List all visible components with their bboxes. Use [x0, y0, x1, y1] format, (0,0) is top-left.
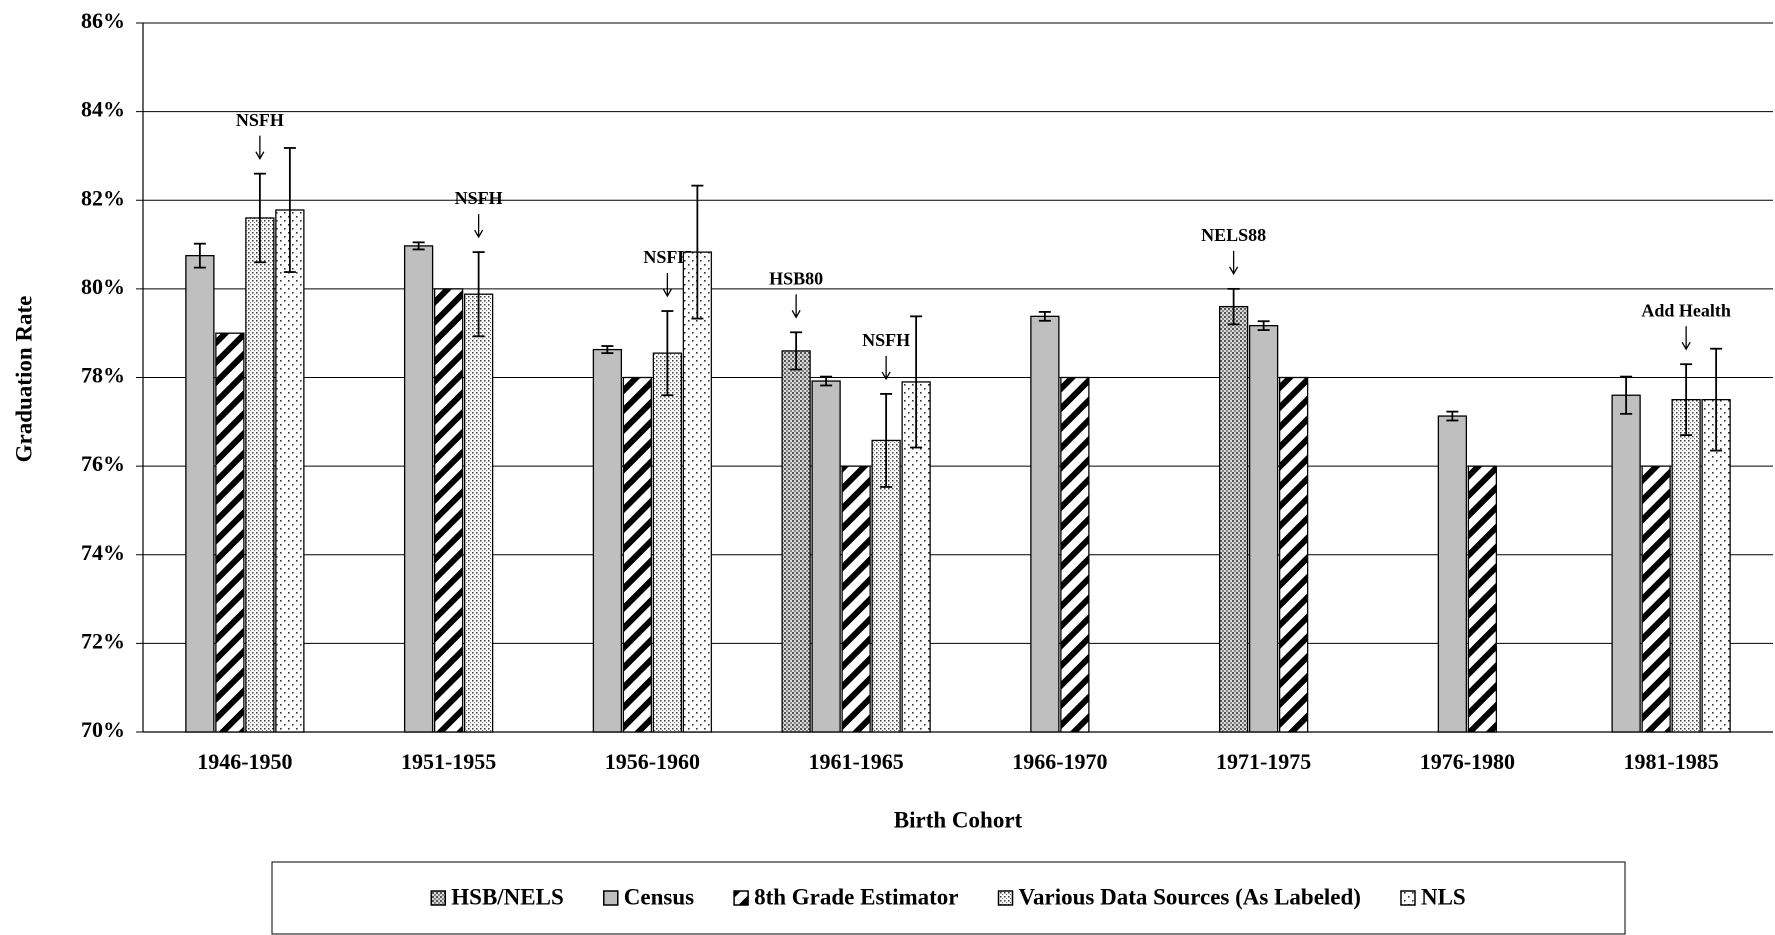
y-tick-label: 70%: [81, 717, 125, 742]
legend-swatch: [430, 890, 447, 906]
error-bar: [661, 310, 674, 397]
bar: [463, 293, 494, 733]
bar: [1218, 305, 1249, 733]
y-tick-label: 78%: [81, 363, 125, 388]
legend-label: HSB/NELS: [451, 884, 564, 909]
error-bar: [820, 375, 833, 387]
bar: [1701, 399, 1731, 733]
x-tick-label: 1961-1965: [808, 749, 903, 774]
y-tick-label: 72%: [81, 628, 125, 653]
x-tick-label: 1956-1960: [605, 749, 700, 774]
annotation: NSFH: [455, 188, 503, 208]
bar: [1641, 465, 1671, 733]
x-tick-label: 1976-1980: [1420, 749, 1515, 774]
y-tick-label: 82%: [81, 185, 125, 210]
annotation-arrowhead: [1229, 266, 1239, 276]
bar: [245, 217, 275, 733]
bar: [403, 245, 434, 733]
annotation: NSFH: [643, 247, 691, 267]
bar: [622, 376, 653, 733]
annotation: HSB80: [769, 268, 823, 288]
error-bar: [1446, 410, 1459, 422]
error-bar: [691, 184, 704, 320]
bar: [811, 380, 841, 733]
y-tick-label: 74%: [81, 540, 125, 565]
annotation-arrowhead: [662, 288, 672, 298]
legend-swatch: [997, 890, 1014, 906]
annotation: NSFH: [862, 330, 910, 350]
bar: [1671, 399, 1701, 733]
legend-box: [271, 861, 1626, 935]
y-tick-label: 84%: [81, 97, 125, 122]
y-tick-label: 86%: [81, 8, 125, 33]
bar: [1611, 394, 1641, 733]
legend-swatch: [1400, 890, 1416, 906]
legend-label: NLS: [1421, 884, 1466, 909]
bar: [682, 251, 713, 733]
bar: [592, 348, 623, 733]
bar: [185, 254, 215, 733]
error-bar: [1257, 320, 1270, 331]
error-bar: [1710, 347, 1723, 452]
bar: [1437, 415, 1468, 733]
error-bar: [1038, 311, 1051, 322]
error-bar: [910, 315, 923, 449]
bar: [275, 209, 305, 733]
error-bar: [283, 147, 296, 273]
x-tick-label: 1966-1970: [1012, 749, 1107, 774]
y-tick-label: 76%: [81, 451, 125, 476]
x-tick-label: 1951-1955: [401, 749, 496, 774]
annotation: Add Health: [1641, 300, 1731, 320]
error-bar: [790, 331, 803, 371]
bar: [215, 332, 245, 733]
error-bar: [1680, 363, 1693, 437]
legend-label: Census: [624, 884, 694, 909]
error-bar: [193, 242, 206, 269]
y-axis-title: Graduation Rate: [11, 296, 36, 463]
x-axis-title: Birth Cohort: [894, 807, 1023, 832]
annotation-arrowhead: [881, 371, 891, 381]
bar: [652, 352, 683, 733]
legend-label: 8th Grade Estimator: [754, 884, 958, 909]
error-bar: [472, 251, 485, 338]
annotation-arrowhead: [474, 229, 484, 239]
x-tick-label: 1981-1985: [1623, 749, 1718, 774]
legend-swatch: [733, 890, 749, 906]
bar: [1278, 376, 1309, 733]
annotation-arrowhead: [255, 151, 265, 160]
legend-swatch: [603, 890, 619, 906]
annotation-arrowhead: [1681, 341, 1691, 351]
x-tick-label: 1946-1950: [197, 749, 292, 774]
legend-label: Various Data Sources (As Labeled): [1019, 884, 1361, 909]
bar: [1030, 315, 1060, 733]
bar: [1248, 325, 1279, 733]
error-bar: [1227, 287, 1240, 326]
error-bar: [880, 392, 893, 488]
bar: [781, 350, 811, 733]
y-tick-label: 80%: [81, 274, 125, 299]
bar: [841, 465, 871, 733]
annotation: NELS88: [1201, 225, 1266, 245]
annotation: NSFH: [236, 110, 284, 130]
annotation-arrowhead: [791, 309, 801, 319]
bar: [433, 288, 464, 733]
bar: [1467, 465, 1498, 733]
error-bar: [412, 241, 425, 251]
error-bar: [601, 345, 614, 355]
x-tick-label: 1971-1975: [1216, 749, 1311, 774]
bar: [1060, 376, 1090, 733]
error-bar: [253, 172, 266, 264]
error-bar: [1620, 375, 1633, 415]
